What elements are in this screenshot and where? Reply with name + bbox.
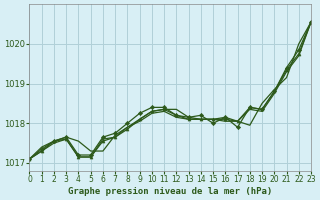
X-axis label: Graphe pression niveau de la mer (hPa): Graphe pression niveau de la mer (hPa) <box>68 187 272 196</box>
